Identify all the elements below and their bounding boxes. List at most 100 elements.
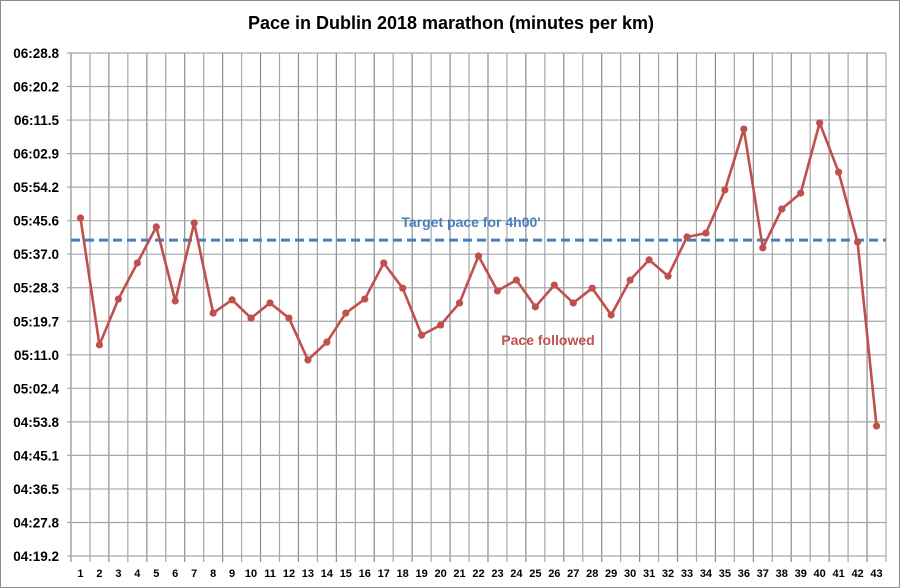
x-tick-label: 29 [605,568,617,580]
x-tick-label: 18 [397,568,409,580]
x-tick-label: 28 [586,568,598,580]
x-tick-label: 36 [738,568,750,580]
data-point-km-39 [797,189,805,197]
data-point-km-9 [228,296,236,304]
data-point-km-13 [304,356,312,364]
data-point-km-22 [474,252,483,260]
y-tick-label: 05:28.3 [13,281,59,296]
data-point-km-24 [512,276,521,284]
x-tick-label: 39 [795,568,807,580]
x-tick-label: 25 [529,568,541,580]
y-tick-label: 04:19.2 [13,549,59,564]
target-pace-label: Target pace for 4h00' [401,214,540,230]
data-point-km-29 [607,311,615,319]
data-point-km-16 [361,295,369,303]
data-point-km-14 [323,338,331,346]
data-point-km-27 [569,299,577,307]
y-tick-label: 06:11.5 [14,113,60,128]
x-tick-label: 15 [340,568,352,580]
data-point-km-25 [531,303,539,311]
data-point-km-37 [759,244,767,252]
x-tick-label: 8 [210,568,216,580]
y-tick-label: 04:27.8 [13,515,59,530]
data-point-km-36 [740,125,748,133]
data-point-km-5 [152,223,160,231]
x-tick-label: 34 [700,568,713,580]
x-tick-label: 43 [870,568,882,580]
x-tick-label: 1 [77,568,83,580]
x-tick-label: 19 [416,568,428,580]
data-point-km-15 [342,309,350,317]
data-point-km-1 [76,214,85,222]
x-tick-label: 21 [453,568,465,580]
y-tick-label: 06:20.2 [13,80,59,95]
x-axis-ticks: 1 2 3 4 5 6 7 8 9 10 11 12 13 14 15 16 17 18 19 20 21 22 23 24 2… [77,568,882,580]
x-tick-label: 6 [172,568,178,580]
chart-title: Pace in Dublin 2018 marathon (minutes pe… [248,13,654,33]
y-tick-label: 06:28.8 [13,46,59,61]
data-point-km-31 [645,256,653,264]
x-tick-label: 26 [548,568,560,580]
data-point-km-10 [247,314,255,322]
data-point-km-26 [550,281,558,289]
pace-series-points [76,119,881,430]
data-point-km-40 [816,119,824,127]
x-tick-label: 13 [302,568,314,580]
y-axis-ticks: 04:19.2 04:27.8 04:36.5 04:45.1 04:53.8 05:02… [13,46,59,564]
y-tick-label: 05:02.4 [13,381,59,396]
data-point-km-43 [872,422,881,430]
y-tick-label: 05:19.7 [13,314,59,329]
x-tick-label: 42 [851,568,863,580]
x-tick-label: 7 [191,568,197,580]
y-tick-label: 05:37.0 [13,247,59,262]
y-tick-label: 04:53.8 [13,415,59,430]
x-tick-label: 30 [624,568,636,580]
pace-series-label: Pace followed [501,332,594,348]
x-tick-label: 23 [491,568,503,580]
data-point-km-3 [114,295,122,303]
y-tick-label: 06:02.9 [13,147,59,162]
y-tick-label: 04:36.5 [13,482,59,497]
y-tick-label: 05:11.0 [14,348,59,363]
x-tick-label: 32 [662,568,674,580]
x-tick-label: 3 [115,568,121,580]
data-point-km-28 [588,284,596,292]
data-point-km-33 [683,233,691,241]
data-point-km-35 [721,186,729,194]
x-tick-label: 33 [681,568,693,580]
data-point-km-42 [853,238,862,246]
y-tick-label: 04:45.1 [13,448,59,463]
data-point-km-8 [209,309,217,317]
x-tick-label: 16 [359,568,371,580]
data-point-km-12 [285,314,293,322]
data-point-km-19 [418,331,426,339]
grid [67,52,887,562]
data-point-km-18 [399,284,407,292]
data-point-km-21 [455,299,464,307]
x-tick-label: 38 [776,568,788,580]
x-tick-label: 5 [153,568,159,580]
x-tick-label: 35 [719,568,731,580]
x-tick-label: 40 [814,568,826,580]
x-tick-label: 10 [245,568,257,580]
data-point-km-17 [380,259,388,267]
data-point-km-20 [436,321,445,329]
y-tick-label: 05:45.6 [13,214,59,229]
data-point-km-6 [171,297,179,305]
x-tick-label: 4 [134,568,141,580]
x-tick-label: 2 [96,568,102,580]
pace-series-line [79,121,878,427]
x-tick-label: 20 [434,568,446,580]
x-tick-label: 31 [643,568,655,580]
x-tick-label: 22 [472,568,484,580]
data-point-km-23 [493,287,502,295]
data-point-km-2 [95,341,104,349]
data-point-km-34 [702,229,710,237]
data-point-km-38 [778,205,786,213]
x-tick-label: 41 [832,568,844,580]
x-tick-label: 11 [264,568,276,580]
x-tick-label: 9 [229,568,235,580]
data-point-km-7 [190,219,198,227]
data-point-km-41 [835,168,843,176]
